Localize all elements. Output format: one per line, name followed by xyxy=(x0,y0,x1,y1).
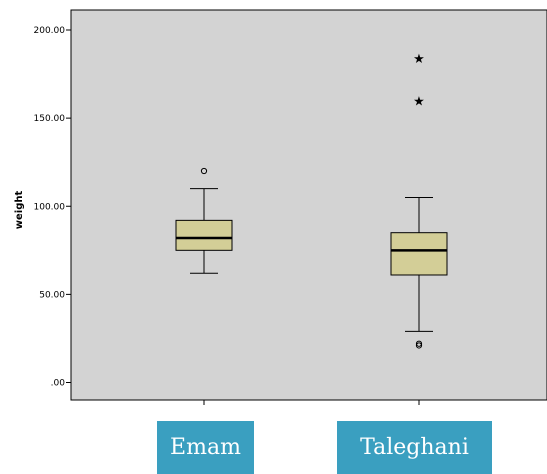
extreme-point: ★ xyxy=(413,95,425,110)
y-tick-label: .00 xyxy=(51,379,66,389)
outlier-point xyxy=(415,342,423,349)
category-label-taleghani: Taleghani xyxy=(337,421,492,474)
y-tick-label: 200.00 xyxy=(34,26,66,36)
x-axis-ticks xyxy=(203,400,420,405)
svg-text:Taleghani: Taleghani xyxy=(360,435,469,460)
y-tick-label: 150.00 xyxy=(34,114,66,124)
y-tick-label: 50.00 xyxy=(39,290,65,300)
boxes-layer: ★★ xyxy=(175,52,448,349)
box-taleghani: ★★ xyxy=(390,52,448,349)
category-label-emam: Emam xyxy=(157,421,254,474)
plot-area xyxy=(70,9,547,401)
iqr-box xyxy=(390,232,448,276)
iqr-box xyxy=(175,219,233,251)
outlier-point xyxy=(415,340,423,347)
svg-text:Emam: Emam xyxy=(170,435,241,460)
y-axis-title: weight xyxy=(14,191,25,230)
extreme-point: ★ xyxy=(413,52,425,67)
box-emam xyxy=(175,167,233,274)
outlier-point xyxy=(200,167,208,175)
y-tick-label: 100.00 xyxy=(34,202,66,212)
y-axis-ticks: .00 50.00 100.00 150.00 200.00 xyxy=(34,26,71,389)
